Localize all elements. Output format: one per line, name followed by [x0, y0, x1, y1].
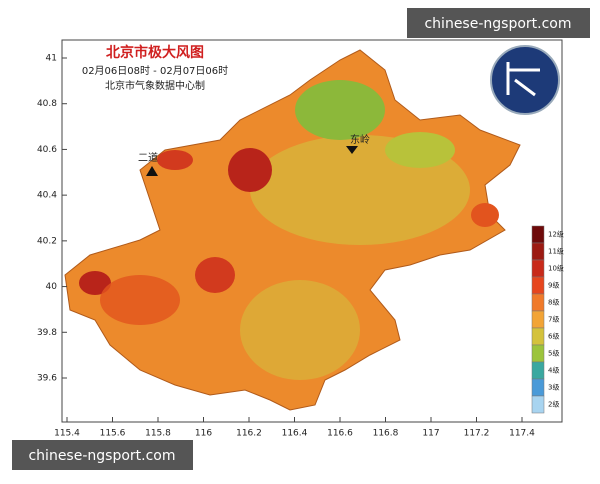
legend-label: 9级 [548, 281, 559, 290]
station-marker [146, 166, 158, 176]
place-label: 东岭 [350, 133, 370, 146]
x-tick-label: 116.2 [236, 429, 262, 439]
zone [100, 275, 180, 325]
x-tick-label: 117.4 [509, 429, 535, 439]
legend-swatch [531, 344, 545, 363]
zone [195, 257, 235, 293]
axes: 115.4 115.6 115.8 116 116.2 116.4 116.6 116.8 11… [37, 54, 535, 439]
map-body: 二道 东岭 [64, 49, 521, 411]
legend-swatch [531, 395, 545, 414]
y-tick-label: 40.4 [37, 191, 57, 201]
zone [79, 271, 111, 295]
x-tick-label: 117.2 [464, 429, 490, 439]
y-tick-label: 39.6 [37, 374, 57, 384]
legend-label: 5级 [548, 349, 559, 358]
watermark: chinese-ngsport.com [28, 448, 175, 464]
watermark: chinese-ngsport.com [424, 16, 571, 32]
station-marker [346, 146, 358, 154]
legend-swatch [531, 293, 545, 312]
zone [471, 203, 499, 227]
legend-swatch [531, 310, 545, 329]
place-label: 二道 [138, 151, 158, 164]
x-tick-label: 117 [422, 429, 439, 439]
logo [490, 45, 560, 115]
legend-swatch [531, 361, 545, 380]
y-tick-label: 40.8 [37, 99, 57, 109]
y-tick-label: 40.6 [37, 145, 57, 155]
zone [385, 132, 455, 168]
legend-label: 11级 [548, 247, 564, 256]
legend-label: 12级 [548, 230, 564, 239]
legend-label: 6级 [548, 332, 559, 341]
legend-label: 3级 [548, 383, 559, 392]
map-title: 北京市极大风图 [106, 44, 204, 61]
x-tick-label: 115.6 [100, 429, 126, 439]
watermark-box [12, 440, 193, 470]
zone [240, 280, 360, 380]
zone [295, 80, 385, 140]
map-credit: 北京市气象数据中心制 [105, 79, 205, 92]
legend-swatch [531, 276, 545, 295]
zone [228, 148, 272, 192]
x-tick-label: 115.8 [145, 429, 171, 439]
x-tick-label: 116 [195, 429, 212, 439]
y-tick-label: 39.8 [37, 328, 57, 338]
x-tick-label: 116.8 [373, 429, 399, 439]
legend-label: 7级 [548, 315, 559, 324]
legend-label: 4级 [548, 366, 559, 375]
x-tick-label: 116.6 [327, 429, 353, 439]
legend-swatch [531, 225, 545, 244]
legend-swatch [531, 327, 545, 346]
logo-mark [506, 62, 540, 97]
legend-swatch [531, 378, 545, 397]
legend-label: 10级 [548, 264, 564, 273]
legend-swatch [531, 242, 545, 261]
y-tick-label: 40.2 [37, 236, 57, 246]
y-tick-label: 40 [46, 282, 58, 292]
legend: 12级 11级 10级 9级 8级 7级 6级 5级 4级 3级 2级 [531, 225, 564, 414]
x-tick-label: 115.4 [54, 429, 80, 439]
x-tick-label: 116.4 [282, 429, 308, 439]
legend-label: 2级 [548, 400, 559, 409]
legend-swatch [531, 259, 545, 278]
map-subtitle: 02月06日08时 - 02月07日06时 [82, 65, 228, 77]
legend-label: 8级 [548, 298, 559, 307]
watermark-box [407, 8, 590, 38]
zone [157, 150, 193, 170]
y-tick-label: 41 [46, 54, 57, 64]
